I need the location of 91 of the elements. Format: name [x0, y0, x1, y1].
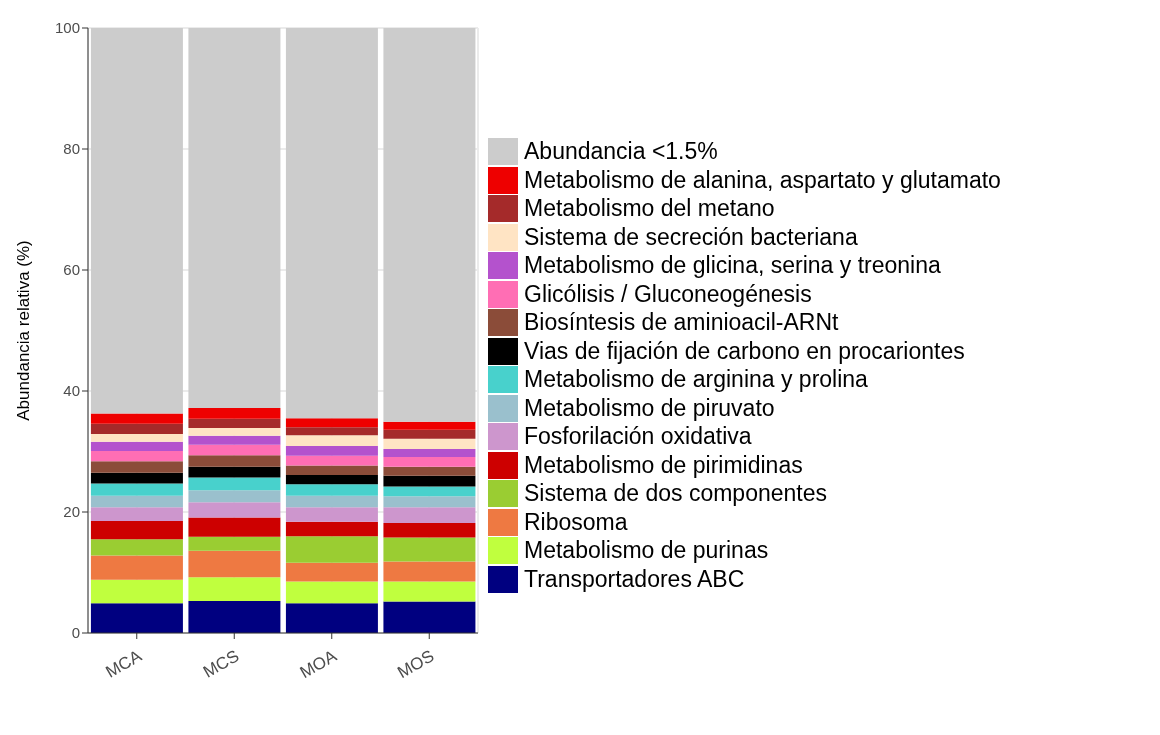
bar: [90, 539, 183, 556]
bar: [383, 601, 476, 633]
bar: [383, 496, 476, 508]
legend-label: Abundancia <1.5%: [524, 138, 718, 166]
bar: [90, 461, 183, 473]
bar: [188, 502, 281, 518]
legend-label: Metabolismo de alanina, aspartato y glutamato: [524, 166, 1001, 194]
bar: [285, 507, 378, 522]
bar: [90, 423, 183, 434]
bar: [90, 28, 183, 414]
bar: [188, 600, 281, 633]
bar: [285, 446, 378, 456]
bar: [188, 435, 281, 445]
bar: [90, 441, 183, 451]
bar: [188, 577, 281, 601]
bar: [383, 28, 476, 422]
legend-label: Sistema de dos componentes: [524, 480, 828, 508]
legend-label: Metabolismo de piruvato: [524, 394, 775, 422]
bar: [188, 490, 281, 503]
bar: [285, 465, 378, 476]
legend-label: Fosforilación oxidativa: [524, 423, 752, 451]
bar: [383, 421, 476, 430]
bar: [285, 603, 378, 633]
bar: [285, 562, 378, 582]
bar: [90, 413, 183, 424]
bar: [383, 486, 476, 497]
bar: [188, 477, 281, 491]
bar: [90, 507, 183, 522]
bar: [90, 495, 183, 508]
bar: [90, 521, 183, 540]
bar: [90, 603, 183, 633]
bar: [383, 537, 476, 562]
bar: [90, 483, 183, 496]
bar: [285, 455, 378, 466]
bar: [383, 429, 476, 439]
bar: [285, 495, 378, 508]
legend-label: Metabolismo de pirimidinas: [524, 451, 803, 479]
bar: [383, 438, 476, 450]
y-tick-label: 60: [63, 261, 80, 279]
x-tick-label: MOA: [296, 646, 341, 683]
bar: [285, 427, 378, 436]
bar: [188, 28, 281, 408]
bar: [383, 581, 476, 602]
bar: [90, 472, 183, 484]
y-axis-title: Abundancia relativa (%): [14, 240, 34, 421]
legend-label: Biosíntesis de aminioacil-ARNt: [524, 309, 839, 337]
y-tick-label: 20: [63, 503, 80, 521]
bar: [383, 561, 476, 582]
bar: [285, 475, 378, 485]
y-tick-label: 0: [71, 624, 80, 642]
y-tick-label: 80: [63, 140, 80, 158]
bar: [285, 484, 378, 496]
bar: [285, 28, 378, 419]
legend-label: Metabolismo de glicina, serina y treonina: [524, 252, 941, 280]
bar: [383, 466, 476, 476]
bar: [285, 435, 378, 447]
bar: [188, 466, 281, 478]
legend-label: Ribosoma: [524, 508, 628, 536]
bar: [188, 427, 281, 436]
bar: [285, 581, 378, 604]
legend-label: Metabolismo de arginina y prolina: [524, 366, 868, 394]
bar: [188, 444, 281, 456]
bar: [188, 550, 281, 578]
bar: [188, 517, 281, 537]
bar: [188, 536, 281, 551]
bar: [188, 418, 281, 428]
bar: [383, 449, 476, 457]
legend-label: Sistema de secreción bacteriana: [524, 223, 858, 251]
bar: [383, 456, 476, 467]
bar: [285, 521, 378, 537]
y-tick-label: 40: [63, 382, 80, 400]
bar: [383, 507, 476, 523]
legend-label: Metabolismo de purinas: [524, 537, 769, 565]
legend-label: Transportadores ABC: [524, 565, 745, 593]
bar: [285, 536, 378, 563]
legend-label: Vias de fijación de carbono en procariontes: [524, 337, 965, 365]
bar: [383, 522, 476, 538]
legend-label: Glicólisis / Gluconeogénesis: [524, 280, 812, 308]
bar: [383, 475, 476, 487]
bar: [90, 433, 183, 442]
legend-label: Metabolismo del metano: [524, 195, 775, 223]
y-tick-label: 100: [54, 19, 80, 37]
bar: [285, 418, 378, 428]
bar: [188, 407, 281, 419]
x-tick-label: MOS: [394, 646, 438, 683]
x-tick-label: MCA: [102, 646, 146, 682]
bar: [90, 579, 183, 604]
bar: [90, 555, 183, 580]
bar: [188, 455, 281, 467]
x-tick-label: MCS: [200, 646, 243, 682]
bar: [90, 450, 183, 462]
